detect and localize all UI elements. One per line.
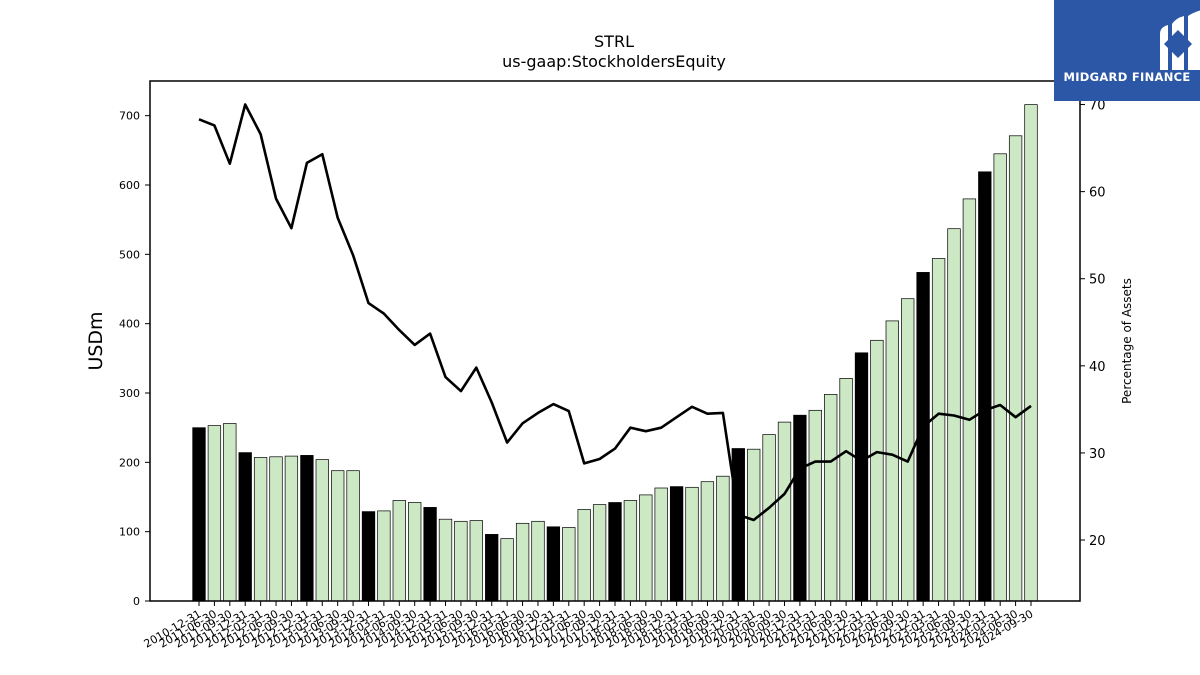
bar-2019-09-30 — [731, 448, 745, 602]
y-tick-label: 700 — [119, 110, 140, 123]
logo-brand-text: MIDGARD FINANCE — [1063, 70, 1191, 84]
bar-2015-12-31 — [500, 538, 514, 602]
bar-2011-06-30 — [223, 423, 237, 602]
x-axis: 2010-12-312011-06-302011-09-302011-12-31… — [142, 601, 1036, 651]
y-axis-right: 20 30 40 50 60 70 — [1080, 99, 1106, 549]
bar-2014-03-31 — [392, 500, 406, 602]
bar-2013-09-30 — [361, 511, 376, 602]
y-tick-label: 0 — [133, 595, 140, 608]
chart-title: STRL — [594, 32, 634, 51]
bar-series — [192, 104, 1038, 602]
bar-2014-12-31 — [438, 518, 453, 602]
y2-axis-label: Percentage of Assets — [1120, 278, 1134, 404]
y-tick-label: 200 — [119, 456, 140, 469]
bar-2021-09-30 — [854, 352, 869, 602]
bar-2017-06-30 — [592, 504, 607, 602]
bar-2011-09-30 — [238, 452, 252, 602]
bar-2016-09-30 — [546, 526, 561, 602]
y-axis-left: 0 100 200 300 400 500 600 700 — [119, 110, 150, 608]
bar-2018-06-30 — [654, 487, 668, 602]
bar-2023-09-30 — [978, 171, 992, 602]
bar-2013-06-30 — [346, 470, 360, 602]
y-tick-label: 400 — [119, 318, 140, 331]
bar-2015-06-30 — [469, 520, 483, 602]
bar-2018-03-31 — [639, 494, 653, 602]
midgard-logo-icon — [1160, 10, 1200, 70]
y2-tick-label: 30 — [1089, 447, 1106, 462]
bar-2023-12-31 — [993, 153, 1007, 602]
y-tick-label: 300 — [119, 387, 140, 400]
bar-2024-06-30 — [1024, 104, 1038, 602]
bar-2020-12-31 — [808, 409, 822, 602]
y-tick-label: 500 — [119, 248, 140, 261]
y2-tick-label: 40 — [1089, 360, 1106, 375]
bar-2019-03-31 — [700, 481, 715, 602]
y-tick-label: 100 — [119, 526, 140, 539]
bar-2021-03-31 — [824, 394, 838, 602]
bar-2018-09-30 — [669, 486, 684, 602]
bar-2011-03-31 — [207, 425, 222, 602]
y-tick-label: 600 — [119, 179, 140, 192]
bar-2013-03-31 — [331, 470, 345, 602]
bar-2015-03-31 — [454, 520, 468, 602]
bar-2019-12-31 — [747, 448, 761, 602]
bar-2020-03-31 — [762, 434, 776, 602]
bar-2022-12-31 — [931, 258, 946, 602]
bar-2022-03-31 — [885, 320, 899, 602]
bar-2012-03-31 — [269, 456, 283, 602]
bar-2016-06-30 — [531, 520, 545, 602]
bar-2019-06-30 — [716, 475, 730, 602]
bar-2018-12-31 — [685, 486, 699, 602]
bar-2017-03-31 — [577, 509, 591, 602]
bar-2024-03-31 — [1008, 135, 1023, 602]
bar-2011-12-31 — [253, 457, 268, 602]
bar-2013-12-31 — [377, 510, 391, 602]
y-axis-label: USDm — [85, 311, 107, 370]
y2-tick-label: 20 — [1089, 534, 1106, 549]
bar-2023-06-30 — [962, 198, 977, 602]
bar-2010-12-31 — [192, 427, 206, 602]
bar-2012-12-31 — [315, 459, 329, 602]
bar-2020-09-30 — [793, 414, 807, 602]
bar-2016-12-31 — [562, 527, 576, 602]
bar-2014-09-30 — [423, 507, 437, 602]
bar-2012-06-30 — [284, 455, 299, 602]
chart-subtitle: us-gaap:StockholdersEquity — [502, 52, 726, 71]
bar-2021-06-30 — [839, 378, 853, 602]
bar-2020-06-30 — [777, 421, 792, 602]
bar-2012-09-30 — [300, 455, 314, 602]
midgard-finance-logo: MIDGARD FINANCE — [1054, 0, 1200, 101]
bar-2014-06-30 — [408, 502, 422, 602]
y2-tick-label: 50 — [1089, 273, 1106, 288]
bar-2016-03-31 — [515, 522, 530, 602]
bar-2015-09-30 — [485, 534, 499, 602]
y2-tick-label: 60 — [1089, 186, 1106, 201]
percentage-line — [198, 103, 1032, 522]
bar-2021-12-31 — [870, 339, 884, 602]
y2-tick-label: 70 — [1089, 99, 1106, 114]
bar-2017-12-31 — [623, 500, 638, 602]
bar-2017-09-30 — [608, 502, 622, 602]
